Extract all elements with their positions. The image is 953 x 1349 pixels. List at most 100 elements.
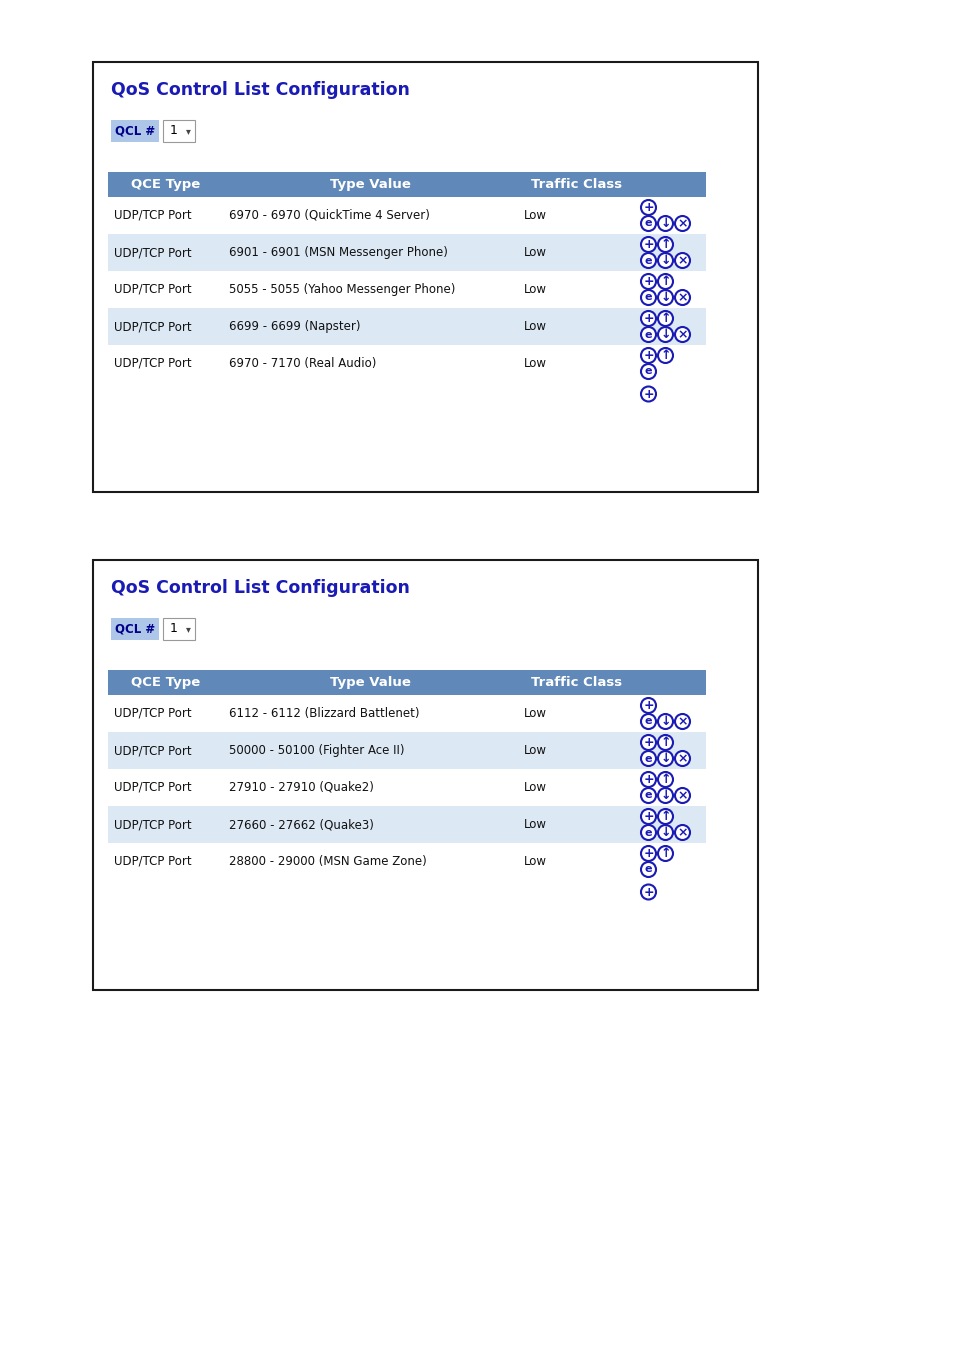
Text: 6112 - 6112 (Blizzard Battlenet): 6112 - 6112 (Blizzard Battlenet)	[229, 707, 419, 720]
Circle shape	[640, 364, 656, 379]
Circle shape	[658, 735, 672, 750]
Text: +: +	[642, 237, 653, 251]
Circle shape	[675, 714, 689, 728]
Text: ↑: ↑	[659, 275, 670, 287]
Circle shape	[675, 826, 689, 840]
Circle shape	[640, 254, 656, 268]
Text: Type Value: Type Value	[330, 178, 411, 192]
Text: e: e	[644, 754, 652, 764]
Circle shape	[640, 751, 656, 766]
Circle shape	[658, 772, 672, 786]
Text: QCL #: QCL #	[114, 124, 155, 138]
FancyBboxPatch shape	[108, 733, 705, 769]
Text: ↓: ↓	[659, 789, 670, 803]
Text: +: +	[642, 773, 653, 786]
Text: Low: Low	[523, 357, 546, 370]
FancyBboxPatch shape	[92, 560, 758, 990]
Text: Low: Low	[523, 781, 546, 795]
Circle shape	[640, 846, 656, 861]
Text: UDP/TCP Port: UDP/TCP Port	[113, 855, 192, 867]
Text: 1: 1	[170, 124, 177, 138]
Circle shape	[640, 312, 656, 326]
Text: ↑: ↑	[659, 773, 670, 786]
Text: UDP/TCP Port: UDP/TCP Port	[113, 745, 192, 757]
FancyBboxPatch shape	[163, 120, 194, 142]
Text: ▾: ▾	[186, 125, 191, 136]
Text: e: e	[644, 255, 652, 266]
Text: e: e	[644, 367, 652, 376]
Circle shape	[658, 312, 672, 326]
Text: e: e	[644, 716, 652, 727]
Circle shape	[640, 862, 656, 877]
Text: +: +	[642, 387, 653, 401]
Text: 6699 - 6699 (Napster): 6699 - 6699 (Napster)	[229, 320, 360, 333]
Text: ↑: ↑	[659, 737, 670, 749]
Text: +: +	[642, 809, 653, 823]
Circle shape	[640, 826, 656, 840]
FancyBboxPatch shape	[111, 120, 159, 142]
Circle shape	[640, 809, 656, 824]
Text: Type Value: Type Value	[330, 676, 411, 689]
FancyBboxPatch shape	[108, 173, 705, 197]
Circle shape	[640, 772, 656, 786]
Text: +: +	[642, 847, 653, 861]
Text: ↑: ↑	[659, 237, 670, 251]
Text: ↓: ↓	[659, 751, 670, 765]
Text: 27660 - 27662 (Quake3): 27660 - 27662 (Quake3)	[229, 817, 374, 831]
Text: UDP/TCP Port: UDP/TCP Port	[113, 817, 192, 831]
Text: e: e	[644, 827, 652, 838]
Circle shape	[640, 697, 656, 714]
Circle shape	[640, 274, 656, 289]
Text: e: e	[644, 329, 652, 340]
Circle shape	[640, 735, 656, 750]
Text: QCE Type: QCE Type	[131, 178, 200, 192]
Text: +: +	[642, 349, 653, 362]
Text: ×: ×	[677, 328, 687, 341]
Text: UDP/TCP Port: UDP/TCP Port	[113, 283, 192, 295]
Text: e: e	[644, 293, 652, 302]
Circle shape	[640, 885, 656, 900]
Text: 6901 - 6901 (MSN Messenger Phone): 6901 - 6901 (MSN Messenger Phone)	[229, 246, 447, 259]
Circle shape	[640, 326, 656, 343]
Circle shape	[640, 237, 656, 252]
FancyBboxPatch shape	[108, 670, 705, 695]
Circle shape	[640, 387, 656, 402]
Text: ×: ×	[677, 291, 687, 304]
Circle shape	[640, 290, 656, 305]
Text: Low: Low	[523, 745, 546, 757]
Text: QCL #: QCL #	[114, 622, 155, 635]
Circle shape	[658, 809, 672, 824]
Text: e: e	[644, 791, 652, 800]
Text: +: +	[642, 885, 653, 898]
Circle shape	[675, 290, 689, 305]
Text: ↑: ↑	[659, 809, 670, 823]
Text: +: +	[642, 201, 653, 214]
Text: ↓: ↓	[659, 217, 670, 229]
Text: Traffic Class: Traffic Class	[531, 676, 622, 689]
FancyBboxPatch shape	[108, 805, 705, 843]
Circle shape	[658, 714, 672, 728]
FancyBboxPatch shape	[108, 233, 705, 271]
Text: QoS Control List Configuration: QoS Control List Configuration	[111, 81, 410, 98]
Text: ↓: ↓	[659, 826, 670, 839]
Text: +: +	[642, 275, 653, 287]
Text: UDP/TCP Port: UDP/TCP Port	[113, 781, 192, 795]
Text: ↑: ↑	[659, 847, 670, 861]
Text: ×: ×	[677, 254, 687, 267]
Text: Low: Low	[523, 817, 546, 831]
Circle shape	[658, 237, 672, 252]
Text: UDP/TCP Port: UDP/TCP Port	[113, 357, 192, 370]
Text: ▾: ▾	[186, 625, 191, 634]
Circle shape	[658, 274, 672, 289]
Text: Traffic Class: Traffic Class	[531, 178, 622, 192]
Circle shape	[675, 788, 689, 803]
Circle shape	[675, 216, 689, 231]
Circle shape	[658, 846, 672, 861]
Text: +: +	[642, 312, 653, 325]
Text: ↓: ↓	[659, 328, 670, 341]
Circle shape	[658, 348, 672, 363]
Text: e: e	[644, 865, 652, 874]
Circle shape	[658, 788, 672, 803]
Circle shape	[640, 348, 656, 363]
Circle shape	[658, 826, 672, 840]
